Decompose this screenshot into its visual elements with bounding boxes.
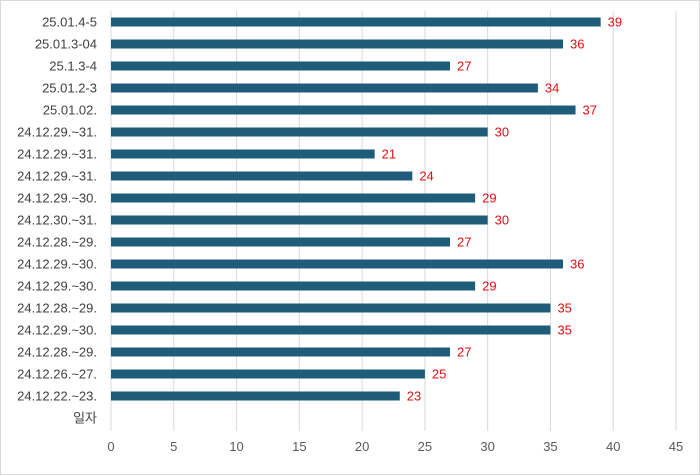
data-label: 30 [495, 125, 509, 140]
bar [111, 17, 601, 27]
bar [111, 237, 450, 247]
bar [111, 215, 488, 225]
bar [111, 39, 563, 49]
x-tick-label: 45 [669, 439, 683, 454]
x-tick-label: 30 [480, 439, 494, 454]
category-label: 24.12.28.~29. [17, 301, 97, 316]
x-tick-label: 5 [170, 439, 177, 454]
data-label: 25 [432, 367, 446, 382]
category-label: 24.12.29.~30. [17, 279, 97, 294]
category-label: 24.12.29.~31. [17, 147, 97, 162]
category-label: 25.01.2-3 [42, 81, 97, 96]
category-label: 25.01.3-04 [35, 37, 97, 52]
category-label: 25.01.02. [43, 103, 97, 118]
bar [111, 127, 488, 137]
bar [111, 149, 375, 159]
category-label: 일자 [73, 411, 97, 426]
category-label: 24.12.29.~31. [17, 169, 97, 184]
category-label: 24.12.30.~31. [17, 213, 97, 228]
data-label: 35 [557, 301, 571, 316]
bar [111, 347, 450, 357]
bar [111, 259, 563, 269]
x-tick-label: 20 [355, 439, 369, 454]
bar [111, 391, 400, 401]
bars [111, 17, 601, 401]
bar [111, 193, 476, 203]
data-label: 30 [495, 213, 509, 228]
data-label: 21 [382, 147, 396, 162]
data-label: 27 [457, 235, 471, 250]
data-labels: 39 36 27 34 37 30 21 24 29 30 27 36 29 35 35 27 25 23 [382, 15, 622, 404]
category-label: 24.12.22.~23. [17, 389, 97, 404]
data-label: 37 [583, 103, 597, 118]
bar [111, 303, 551, 313]
bar [111, 61, 450, 71]
category-labels: 25.01.4-5 25.01.3-04 25.1.3-4 25.01.2-3 25.0… [17, 15, 97, 426]
data-label: 35 [557, 323, 571, 338]
x-tick-label: 15 [292, 439, 306, 454]
data-label: 36 [570, 257, 584, 272]
category-label: 25.1.3-4 [49, 59, 97, 74]
category-label: 24.12.28.~29. [17, 235, 97, 250]
x-axis-ticks: 0 5 10 15 20 25 30 35 40 45 [107, 439, 683, 454]
data-label: 34 [545, 81, 559, 96]
category-label: 24.12.29.~30. [17, 257, 97, 272]
bar [111, 171, 413, 181]
category-label: 24.12.28.~29. [17, 345, 97, 360]
bar [111, 83, 538, 93]
data-label: 27 [457, 345, 471, 360]
bar [111, 325, 551, 335]
x-tick-label: 40 [606, 439, 620, 454]
data-label: 23 [407, 389, 421, 404]
data-label: 24 [419, 169, 433, 184]
data-label: 27 [457, 59, 471, 74]
x-tick-label: 10 [229, 439, 243, 454]
data-label: 29 [482, 191, 496, 206]
category-label: 24.12.29.~30. [17, 191, 97, 206]
category-label: 24.12.26.~27. [17, 367, 97, 382]
category-label: 24.12.29.~30. [17, 323, 97, 338]
bar [111, 369, 425, 379]
data-label: 29 [482, 279, 496, 294]
x-tick-label: 0 [107, 439, 114, 454]
data-label: 39 [608, 15, 622, 30]
category-label: 25.01.4-5 [42, 15, 97, 30]
x-tick-label: 25 [418, 439, 432, 454]
bar [111, 105, 576, 115]
data-label: 36 [570, 37, 584, 52]
bar [111, 281, 476, 291]
category-label: 24.12.29.~31. [17, 125, 97, 140]
x-tick-label: 35 [543, 439, 557, 454]
